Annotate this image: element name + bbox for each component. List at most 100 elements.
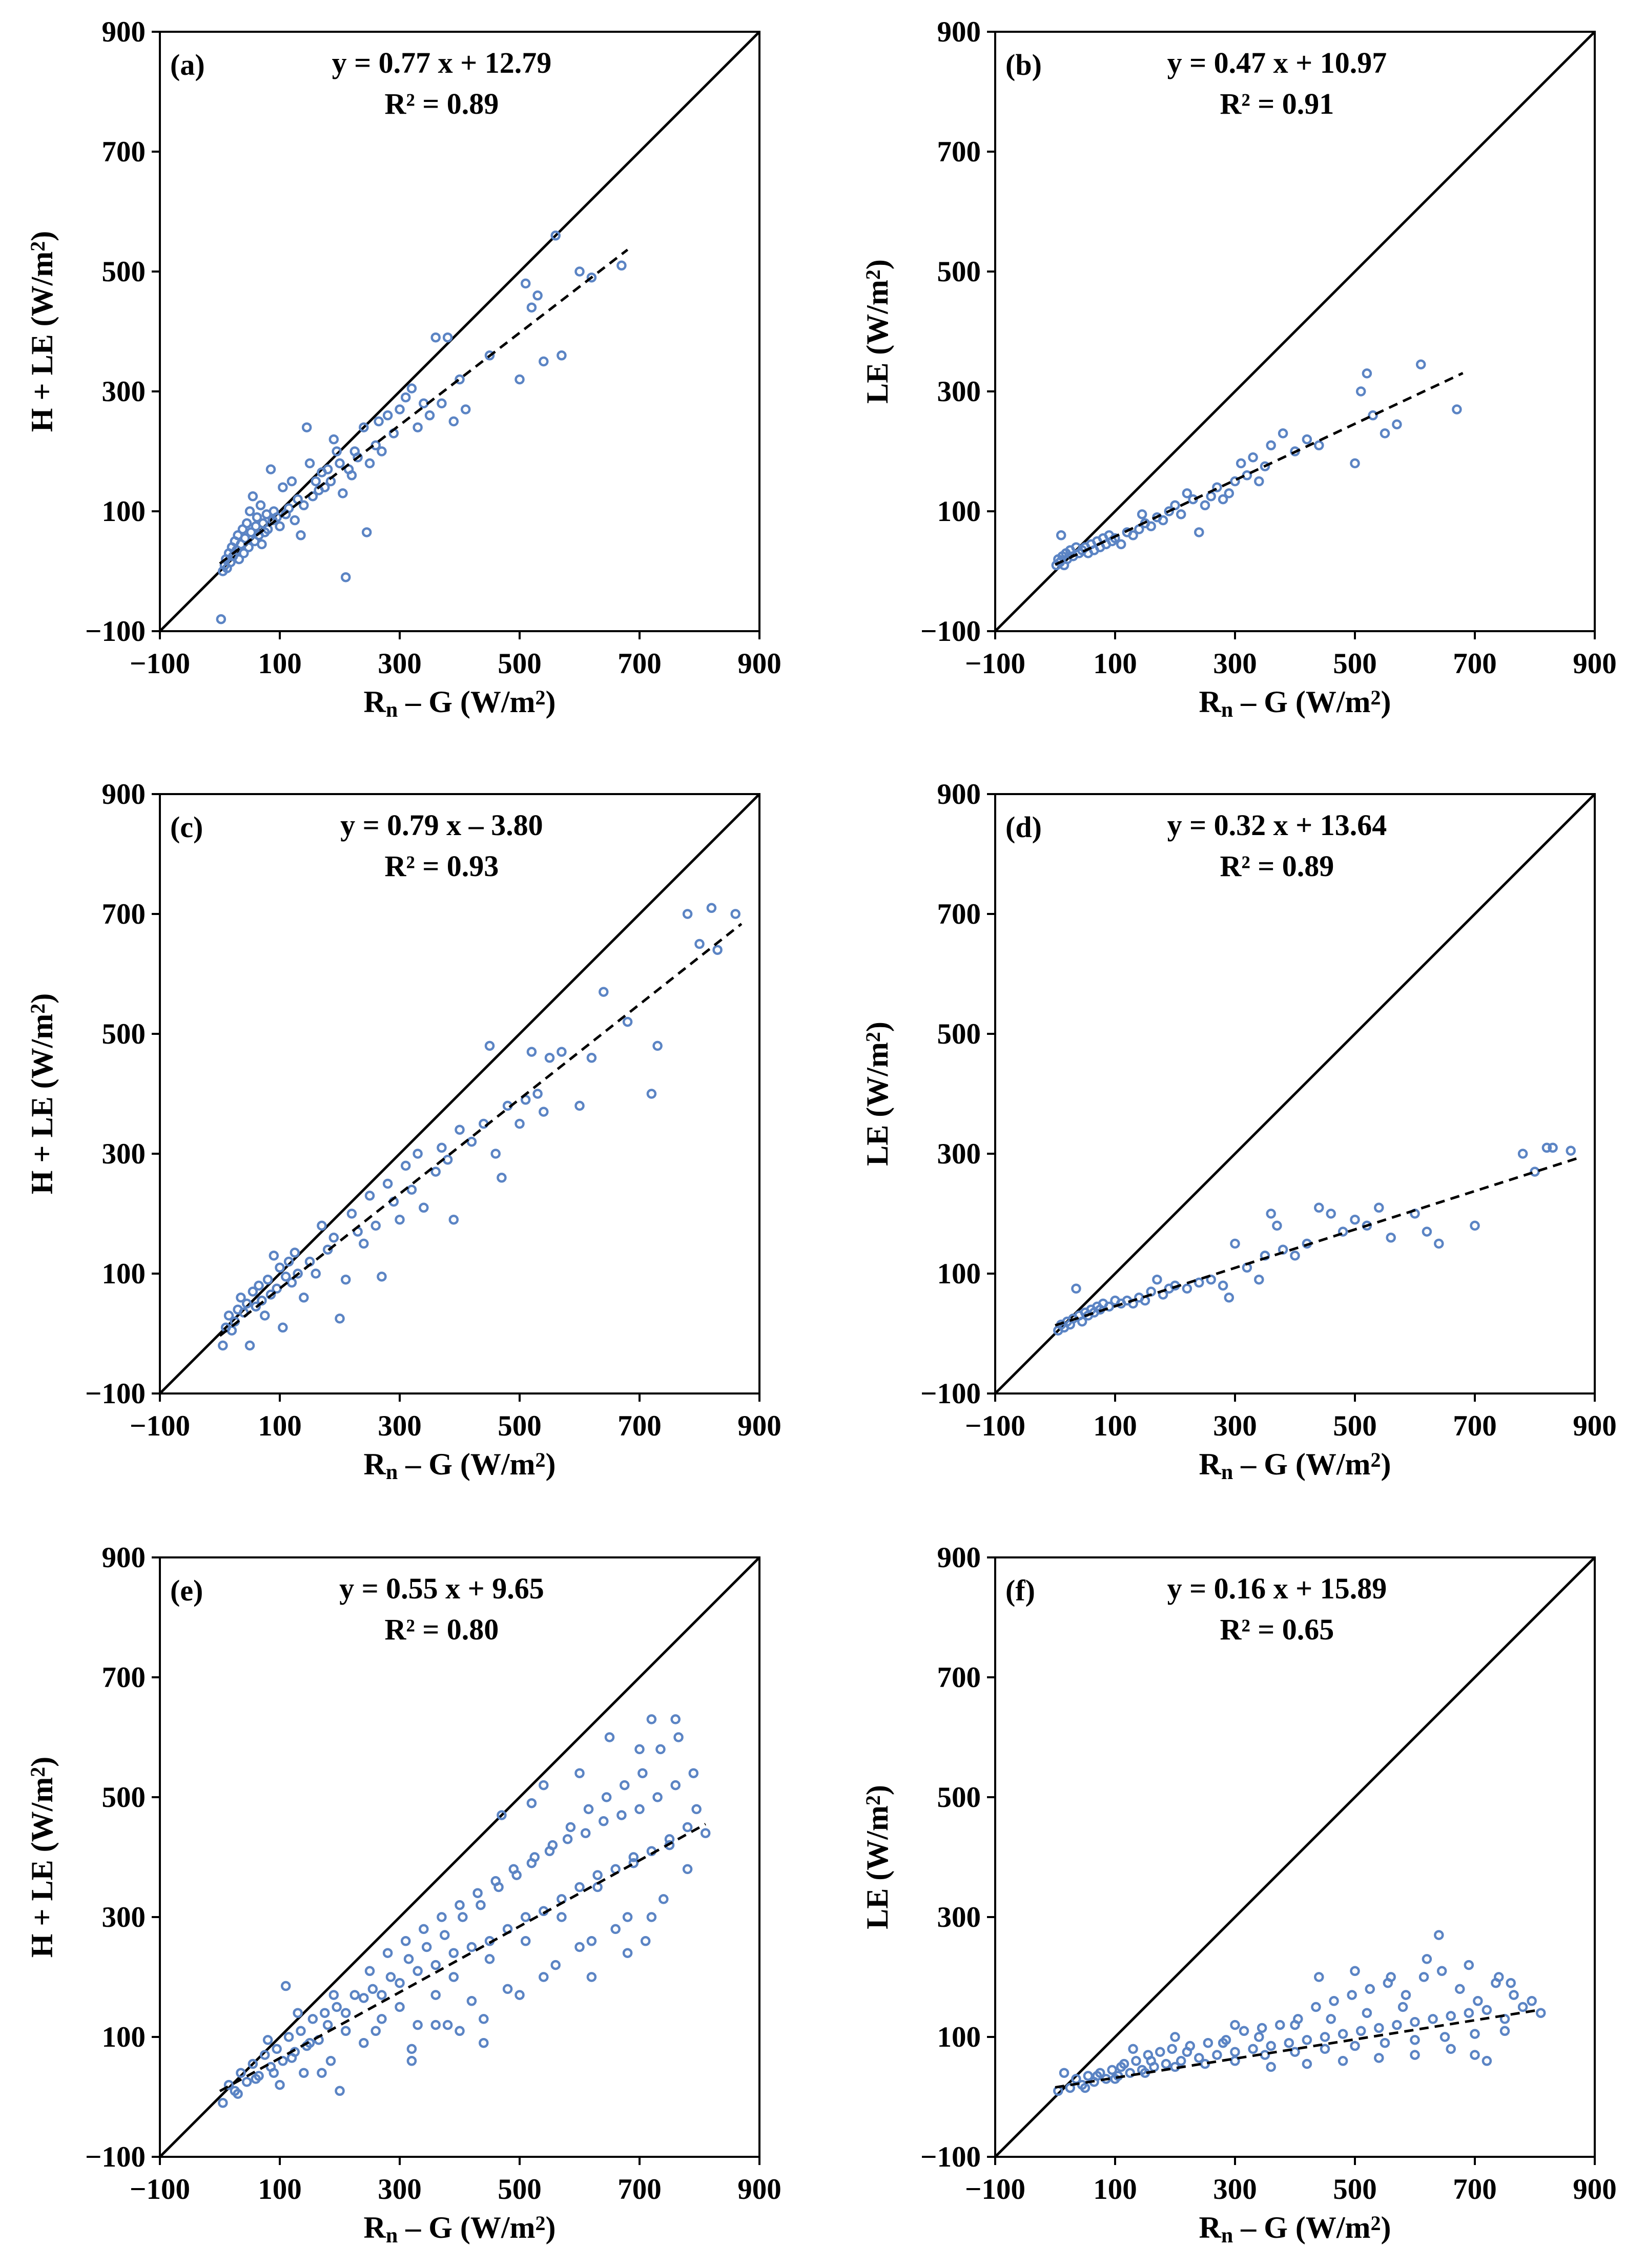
y-tick-label: 900 bbox=[937, 16, 981, 48]
y-tick-label: 100 bbox=[937, 2021, 981, 2053]
data-point bbox=[448, 1214, 459, 1225]
x-axis-label-sup: 2 bbox=[1371, 1448, 1381, 1471]
y-tick-label: 700 bbox=[102, 1661, 146, 1694]
data-point bbox=[1206, 1274, 1216, 1285]
one-to-one-line bbox=[159, 793, 760, 1395]
data-point bbox=[1374, 2053, 1384, 2063]
data-point bbox=[1230, 2020, 1240, 2030]
y-tick-label: 100 bbox=[102, 495, 146, 528]
panel-label: (c) bbox=[170, 810, 203, 844]
regression-equation: y = 0.77 x + 12.79 bbox=[332, 46, 552, 79]
x-axis-label-sup: 2 bbox=[1371, 686, 1381, 709]
data-point bbox=[634, 1744, 645, 1755]
panel-e: −100−100 100 100 300 300 500 500 700 700 900 900 (e… bbox=[25, 1542, 781, 2248]
data-point bbox=[1176, 509, 1186, 519]
x-tick-label: −100 bbox=[965, 2173, 1025, 2205]
data-point bbox=[616, 260, 627, 271]
data-point bbox=[1374, 1202, 1384, 1213]
data-point bbox=[1566, 1146, 1576, 1156]
data-point bbox=[248, 2058, 258, 2069]
data-point bbox=[403, 1954, 414, 1964]
data-point bbox=[244, 506, 255, 516]
data-point bbox=[1302, 434, 1312, 445]
data-point bbox=[1239, 2026, 1249, 2036]
data-point bbox=[395, 1978, 405, 1988]
y-tick-label: −100 bbox=[85, 2141, 146, 2173]
data-point bbox=[583, 1804, 594, 1815]
data-point bbox=[1182, 1283, 1192, 1294]
data-point bbox=[395, 404, 405, 414]
x-axis-label: Rn – G (W/m2) bbox=[1199, 1447, 1391, 1484]
x-axis-label-r: R bbox=[1199, 685, 1222, 719]
data-point bbox=[260, 1310, 270, 1321]
x-tick-label: 700 bbox=[618, 648, 662, 680]
data-point bbox=[377, 2014, 387, 2024]
r-squared: R² = 0.93 bbox=[384, 849, 499, 883]
data-point bbox=[1470, 1220, 1480, 1231]
data-point bbox=[1167, 2044, 1177, 2054]
data-point bbox=[1326, 1209, 1336, 1219]
data-point bbox=[682, 1864, 693, 1875]
data-point bbox=[317, 2068, 327, 2078]
regression-equation: y = 0.47 x + 10.97 bbox=[1167, 46, 1387, 79]
data-point bbox=[1200, 500, 1210, 511]
data-point bbox=[1415, 359, 1426, 370]
data-point bbox=[586, 1936, 597, 1946]
data-point bbox=[601, 1792, 612, 1802]
data-point bbox=[1158, 515, 1168, 526]
data-point bbox=[1365, 1984, 1375, 1994]
y-axis-label-end: ) bbox=[860, 259, 894, 269]
data-point bbox=[1224, 488, 1235, 498]
y-tick-label: 100 bbox=[102, 2021, 146, 2053]
data-point bbox=[592, 1870, 603, 1880]
data-point bbox=[574, 1100, 585, 1111]
data-point bbox=[646, 1912, 657, 1922]
y-tick-label: 300 bbox=[937, 376, 981, 408]
data-point bbox=[286, 1277, 297, 1288]
data-point bbox=[257, 539, 267, 550]
data-point bbox=[673, 1732, 684, 1742]
data-point bbox=[413, 422, 423, 432]
data-point bbox=[1212, 482, 1222, 492]
data-point bbox=[1320, 2044, 1330, 2054]
data-point bbox=[1464, 1960, 1474, 1970]
data-point bbox=[1446, 2011, 1456, 2021]
data-point bbox=[1230, 1238, 1240, 1249]
data-point bbox=[1517, 1149, 1528, 1159]
data-point bbox=[275, 521, 285, 531]
data-point bbox=[1326, 2014, 1336, 2024]
x-axis-label-end: ) bbox=[1381, 685, 1391, 719]
data-point bbox=[335, 458, 345, 469]
data-point bbox=[586, 1972, 597, 1982]
data-point bbox=[290, 515, 300, 526]
data-point bbox=[419, 1202, 429, 1213]
data-point bbox=[1155, 2047, 1165, 2057]
data-point bbox=[490, 1876, 501, 1886]
x-axis-label-r: R bbox=[364, 2211, 386, 2244]
y-axis-label-sup: 2 bbox=[26, 1004, 49, 1014]
data-point bbox=[565, 1822, 576, 1833]
data-point bbox=[437, 1142, 447, 1153]
x-tick-label: −100 bbox=[130, 648, 190, 680]
panel-a: −100−100 100 100 300 300 500 500 700 700 900 900 (a… bbox=[25, 16, 781, 722]
data-point bbox=[1146, 521, 1156, 531]
data-point bbox=[1128, 2044, 1138, 2054]
data-point bbox=[1410, 2050, 1420, 2060]
data-point bbox=[406, 2056, 417, 2066]
data-point bbox=[526, 1047, 537, 1057]
data-point bbox=[604, 1732, 615, 1742]
data-point bbox=[1290, 2047, 1300, 2057]
data-point bbox=[1080, 2083, 1091, 2093]
data-point bbox=[258, 518, 268, 529]
data-point bbox=[406, 1184, 417, 1195]
x-tick-label: 100 bbox=[258, 2173, 302, 2205]
data-point bbox=[1206, 491, 1216, 502]
data-point bbox=[1338, 2029, 1348, 2039]
x-tick-label: 900 bbox=[737, 1410, 781, 1442]
data-point bbox=[1320, 2032, 1330, 2042]
data-point bbox=[1329, 1996, 1339, 2006]
data-point bbox=[520, 1912, 531, 1922]
data-point bbox=[544, 1846, 555, 1857]
data-point bbox=[395, 1214, 405, 1225]
data-point bbox=[479, 2014, 489, 2024]
